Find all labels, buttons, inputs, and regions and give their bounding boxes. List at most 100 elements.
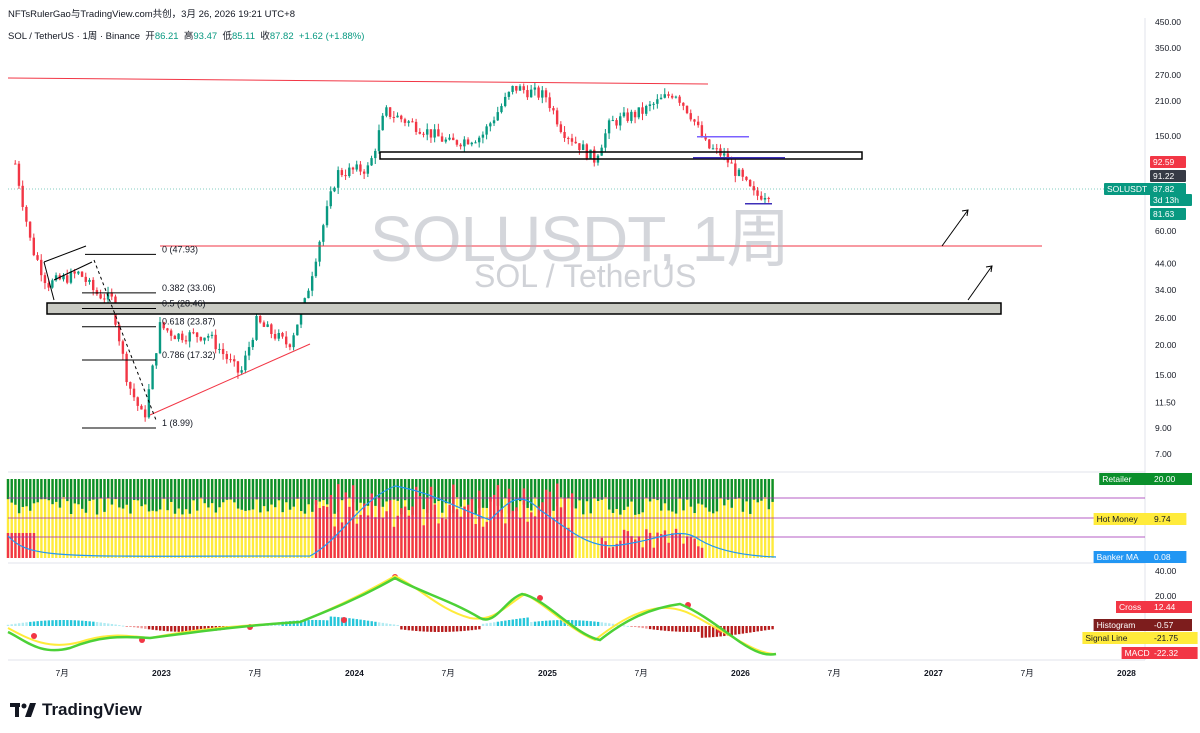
hot-money-bar [719, 479, 722, 558]
retailer-bar [686, 479, 689, 500]
macd-histogram-bar [481, 623, 485, 626]
retailer-bar [192, 479, 195, 501]
candle-body [140, 405, 143, 410]
x-tick-label: 2026 [731, 668, 750, 678]
retailer-bar [622, 479, 626, 510]
retailer-bar [596, 479, 600, 501]
macd-histogram-bar [51, 620, 54, 626]
hot-money-bar [259, 479, 262, 558]
macd-histogram-bar [622, 625, 626, 627]
hot-money-bar [162, 479, 166, 558]
candle-body [667, 94, 670, 96]
candle-body [247, 347, 251, 356]
hot-money-bar [422, 479, 425, 558]
banker-bar [359, 514, 362, 558]
macd-histogram-bar [444, 626, 448, 632]
banker-bar [522, 488, 526, 558]
macd-histogram-bar [441, 626, 444, 632]
candle-body [147, 389, 151, 418]
macd-histogram-bar [363, 620, 366, 626]
hot-money-bar [266, 479, 270, 558]
macd-histogram-bar [77, 620, 80, 626]
macd-histogram-bar [771, 626, 774, 630]
banker-bar [700, 547, 704, 558]
macd-histogram-bar [36, 621, 39, 626]
macd-histogram-bar [389, 623, 392, 626]
hot-money-bar [641, 479, 644, 558]
macd-histogram-bar [110, 623, 114, 626]
candle-body [763, 197, 767, 200]
retailer-bar [181, 479, 184, 515]
tradingview-logo[interactable]: TradingView [10, 700, 142, 720]
banker-bar [678, 533, 681, 558]
candle-body [255, 315, 258, 340]
retailer-bar [752, 479, 756, 500]
hot-money-bar [95, 479, 99, 558]
hot-money-bar [229, 479, 232, 558]
retailer-bar [207, 479, 210, 508]
banker-bar [385, 511, 388, 558]
candle-body [685, 105, 689, 114]
candle-body [619, 116, 622, 126]
retailer-bar [574, 479, 578, 509]
retailer-bar [36, 479, 39, 503]
retailer-bar [344, 479, 347, 498]
macd-histogram-bar [500, 621, 503, 626]
macd-histogram-bar [485, 623, 488, 626]
retailer-bar [270, 479, 273, 505]
candle-body [273, 333, 277, 339]
macd-histogram-bar [29, 621, 32, 626]
hot-money-bar [151, 479, 154, 558]
retailer-bar [103, 479, 106, 512]
low-value: 85.11 [231, 31, 256, 42]
retailer-bar [325, 479, 329, 505]
retailer-bar [389, 479, 392, 502]
candle-body [507, 91, 511, 97]
retailer-bar [582, 479, 585, 515]
banker-bar [689, 537, 693, 558]
candle-body [54, 275, 58, 281]
retailer-bar [641, 479, 644, 513]
macd-histogram-bar [674, 626, 678, 632]
retailer-bar [674, 479, 678, 514]
retailer-bar [652, 479, 656, 499]
candle-body [210, 334, 214, 336]
hot-money-bar [69, 479, 73, 558]
banker-bar [615, 543, 618, 558]
banker-bar [21, 533, 25, 558]
banker-bar [504, 523, 507, 558]
signal-line-legend-value-box [1150, 632, 1198, 644]
candle-body [477, 137, 481, 143]
watermark-subtitle: SOL / TetherUS [474, 258, 697, 294]
macd-histogram-bar [166, 626, 169, 632]
macd-histogram-bar [125, 626, 128, 627]
macd-histogram-bar [756, 626, 759, 632]
hot-money-bar [663, 479, 667, 558]
retailer-bar [593, 479, 596, 499]
banker-bar [563, 498, 566, 558]
banker-bar [455, 509, 459, 558]
hot-money-bar [771, 479, 774, 558]
macd-histogram-bar [749, 626, 752, 633]
hot-money-bar [674, 479, 678, 558]
candle-body [203, 337, 206, 341]
banker-bar [481, 526, 485, 558]
macd-histogram-bar [582, 620, 585, 626]
retailer-bar [708, 479, 711, 512]
candle-body [752, 186, 756, 191]
banker-bar [600, 537, 604, 558]
macd-histogram-bar [40, 620, 43, 626]
retailer-bar [170, 479, 173, 502]
macd-histogram-bar [158, 626, 162, 631]
banker-bar [485, 521, 488, 558]
hot-money-bar [181, 479, 184, 558]
hot-money-bar [574, 479, 578, 558]
retailer-bar [441, 479, 444, 513]
candle-body [329, 191, 332, 207]
hot-money-legend-name: Hot Money [1097, 514, 1139, 524]
retailer-bar [377, 479, 381, 507]
hot-money-bar [700, 479, 704, 558]
banker-bar [377, 497, 381, 558]
banker-bar [526, 521, 529, 558]
